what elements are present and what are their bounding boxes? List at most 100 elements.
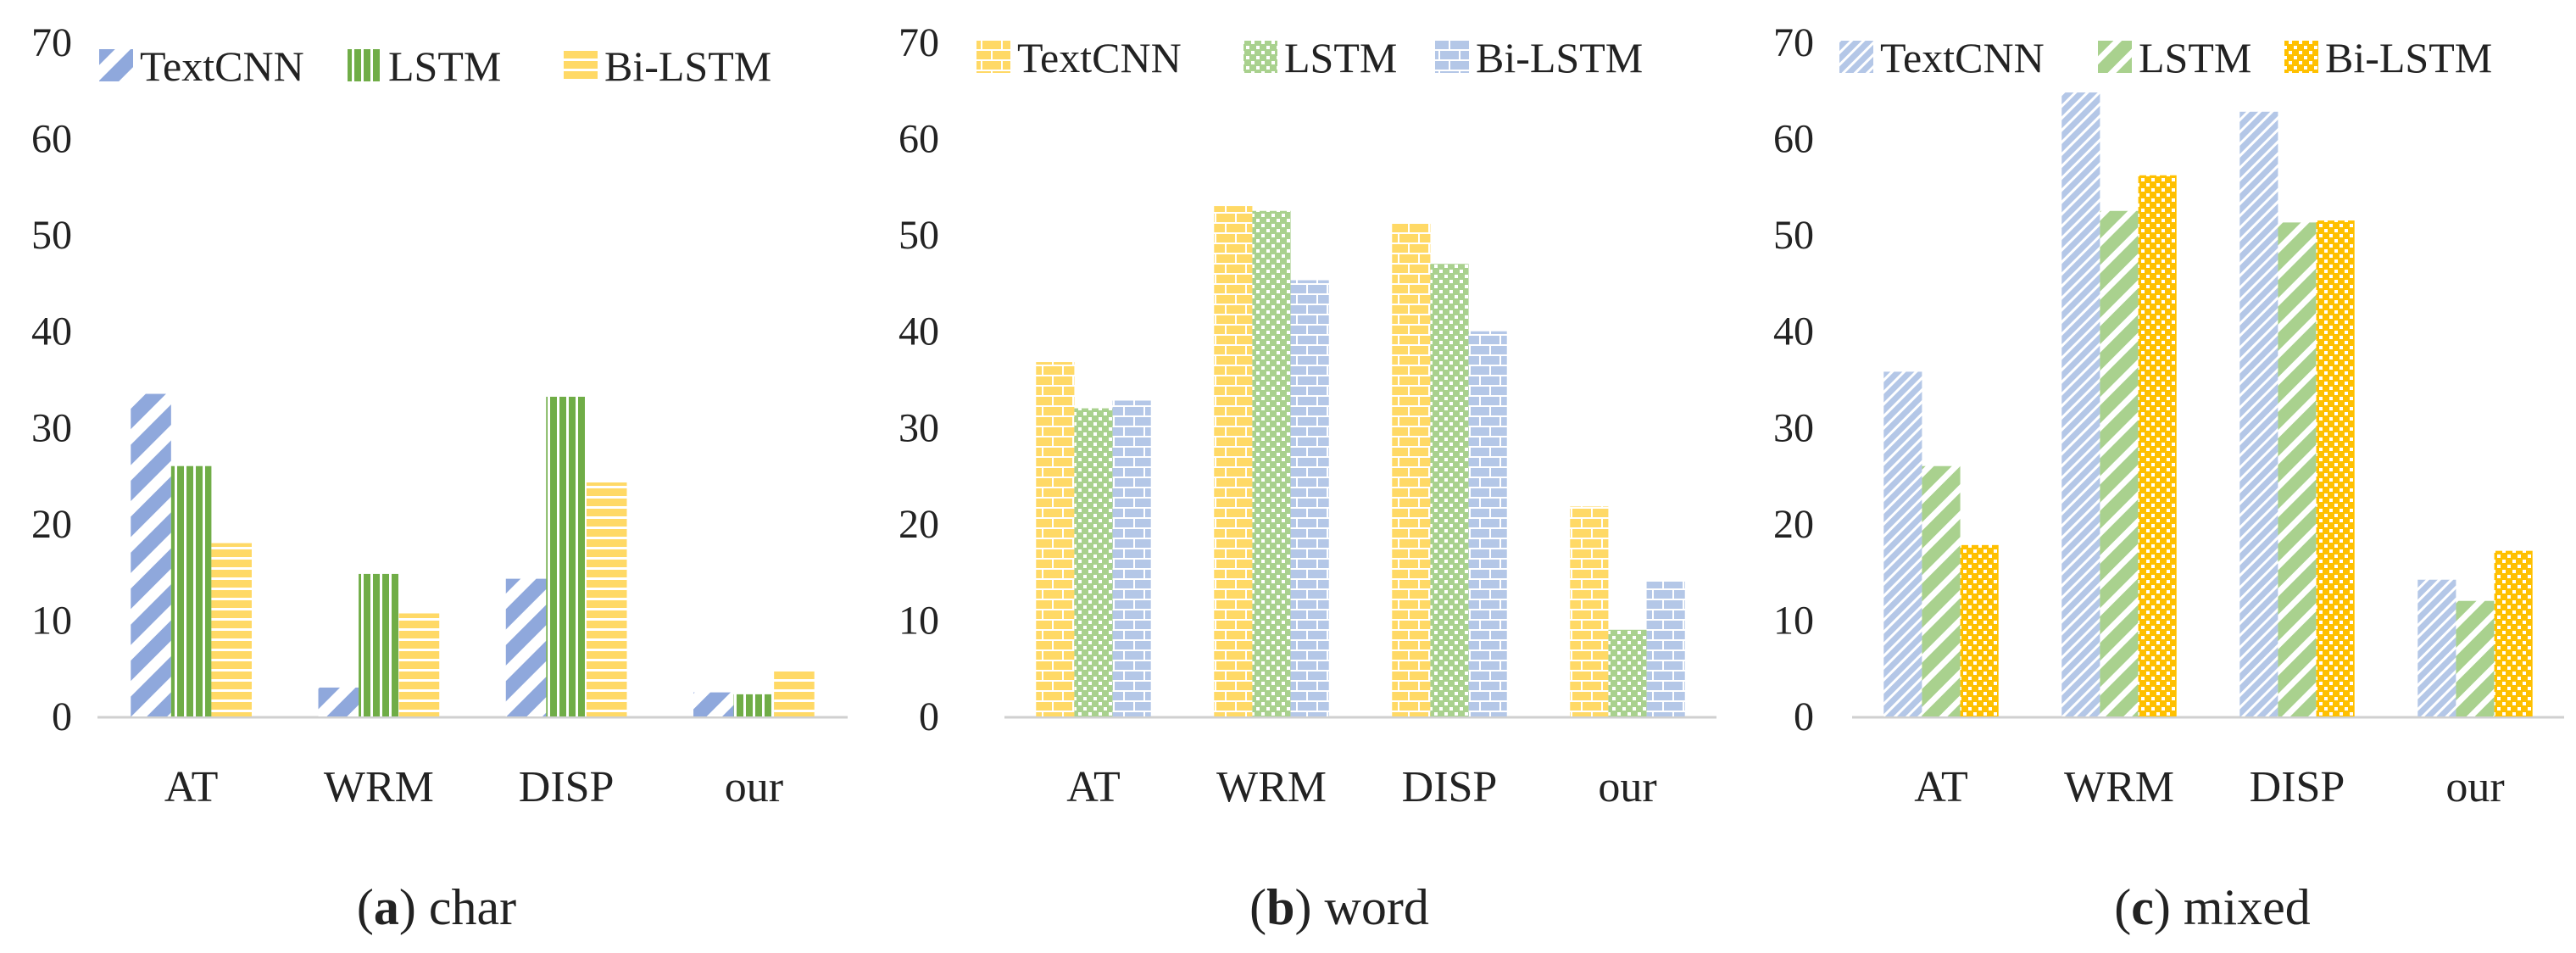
bars <box>131 393 815 716</box>
bar-lstm-wrm <box>1252 210 1291 716</box>
legend: TextCNN LSTM Bi-LSTM <box>976 34 1643 81</box>
x-axis: AT WRM DISP our <box>97 716 848 811</box>
x-category-label: AT <box>1066 763 1121 811</box>
y-tick-label: 20 <box>899 502 939 547</box>
legend-label: Bi-LSTM <box>604 42 771 90</box>
bar-bi-lstm-wrm <box>398 613 440 716</box>
y-tick-label: 10 <box>1773 598 1814 643</box>
y-tick-label: 0 <box>919 694 939 739</box>
caption-text: mixed <box>2171 879 2311 935</box>
y-tick-label: 40 <box>31 309 72 354</box>
bar-textcnn-our <box>693 692 734 716</box>
caption-letter: b <box>1266 879 1294 935</box>
bar-bi-lstm-wrm <box>1290 280 1329 716</box>
bar-bi-lstm-at <box>211 543 252 716</box>
legend-swatch <box>99 49 133 81</box>
y-tick-label: 50 <box>1773 213 1814 258</box>
bar-lstm-disp <box>2278 222 2317 717</box>
bar-bi-lstm-wrm <box>2138 175 2177 716</box>
bar-bi-lstm-disp <box>1468 331 1507 716</box>
bar-lstm-our <box>733 694 775 716</box>
legend-swatch <box>564 49 598 81</box>
bar-bi-lstm-our <box>2494 550 2533 716</box>
x-category-label: AT <box>1914 763 1968 811</box>
legend-label: LSTM <box>2139 34 2251 81</box>
x-category-label: WRM <box>1216 763 1327 811</box>
bar-textcnn-wrm <box>2061 92 2100 717</box>
y-tick-label: 60 <box>899 117 939 162</box>
panel-caption: (c) mixed <box>2114 879 2311 935</box>
bar-textcnn-at <box>1883 371 1922 716</box>
caption-text: char <box>416 879 516 935</box>
legend-swatch <box>2098 41 2132 73</box>
y-axis: 0 10 20 30 40 50 60 70 <box>1773 20 1814 739</box>
bar-lstm-at <box>1074 408 1113 716</box>
legend-swatch <box>1839 41 1873 73</box>
panel-caption: (a) char <box>357 879 516 935</box>
x-category-label: our <box>2445 763 2504 811</box>
bar-lstm-at <box>170 465 212 716</box>
legend-label: Bi-LSTM <box>2325 34 2492 81</box>
bar-textcnn-disp <box>505 578 547 716</box>
legend: TextCNN LSTM Bi-LSTM <box>1839 34 2492 81</box>
legend-swatch <box>348 49 381 81</box>
y-tick-label: 70 <box>31 20 72 65</box>
x-category-label: AT <box>164 763 219 811</box>
chart-panel-mixed: 0 10 20 30 40 50 60 70 AT WRM DISP our TextCNN LSTM… <box>1773 20 2564 935</box>
bars <box>1883 92 2533 717</box>
bar-bi-lstm-our <box>774 670 815 716</box>
bar-textcnn-our <box>1570 506 1609 716</box>
bar-lstm-disp <box>546 396 587 716</box>
y-tick-label: 10 <box>31 598 72 643</box>
bar-bi-lstm-disp <box>2316 220 2355 716</box>
caption-letter: c <box>2131 879 2154 935</box>
bar-bi-lstm-at <box>1112 400 1151 716</box>
legend-swatch <box>976 41 1010 73</box>
bars <box>1036 206 1685 717</box>
bar-lstm-at <box>1922 465 1961 716</box>
bar-lstm-wrm <box>359 573 399 716</box>
y-tick-label: 60 <box>31 117 72 162</box>
y-tick-label: 70 <box>899 20 939 65</box>
caption-text: word <box>1312 879 1429 935</box>
x-axis: AT WRM DISP our <box>1852 716 2564 811</box>
legend: TextCNN LSTM Bi-LSTM <box>99 42 771 90</box>
bar-textcnn-at <box>1036 362 1075 716</box>
bar-textcnn-our <box>2417 579 2456 716</box>
y-tick-label: 30 <box>899 405 939 450</box>
y-axis: 0 10 20 30 40 50 60 70 <box>899 20 939 739</box>
bar-bi-lstm-our <box>1646 582 1685 716</box>
bar-bi-lstm-disp <box>586 482 627 716</box>
y-tick-label: 30 <box>1773 405 1814 450</box>
y-axis: 0 10 20 30 40 50 60 70 <box>31 20 72 739</box>
y-tick-label: 50 <box>899 213 939 258</box>
bar-lstm-our <box>2456 600 2495 716</box>
bar-textcnn-wrm <box>318 687 359 716</box>
x-category-label: DISP <box>2250 763 2345 811</box>
x-category-label: DISP <box>1402 763 1498 811</box>
y-tick-label: 60 <box>1773 117 1814 162</box>
y-tick-label: 30 <box>31 405 72 450</box>
chart-panel-word: 0 10 20 30 40 50 60 70 AT WRM DISP our TextCNN LSTM… <box>899 20 1716 935</box>
chart-panel-char: 0 10 20 30 40 50 60 70 AT WRM DISP our TextCNN LSTM… <box>31 20 848 935</box>
legend-swatch <box>2284 41 2318 73</box>
legend-label: LSTM <box>1284 34 1397 81</box>
bar-textcnn-wrm <box>1214 206 1253 717</box>
x-category-label: our <box>725 763 783 811</box>
bar-textcnn-at <box>131 393 171 716</box>
x-axis: AT WRM DISP our <box>1004 716 1716 811</box>
y-tick-label: 0 <box>1794 694 1814 739</box>
bar-lstm-wrm <box>2100 210 2139 716</box>
y-tick-label: 0 <box>52 694 72 739</box>
bar-lstm-our <box>1608 629 1647 716</box>
x-category-label: our <box>1598 763 1656 811</box>
legend-label: TextCNN <box>1017 34 1182 81</box>
bar-textcnn-disp <box>1392 222 1431 717</box>
x-category-label: WRM <box>324 763 434 811</box>
y-tick-label: 70 <box>1773 20 1814 65</box>
caption-letter: a <box>374 879 399 935</box>
y-tick-label: 10 <box>899 598 939 643</box>
legend-swatch <box>1243 41 1277 73</box>
y-tick-label: 40 <box>1773 309 1814 354</box>
